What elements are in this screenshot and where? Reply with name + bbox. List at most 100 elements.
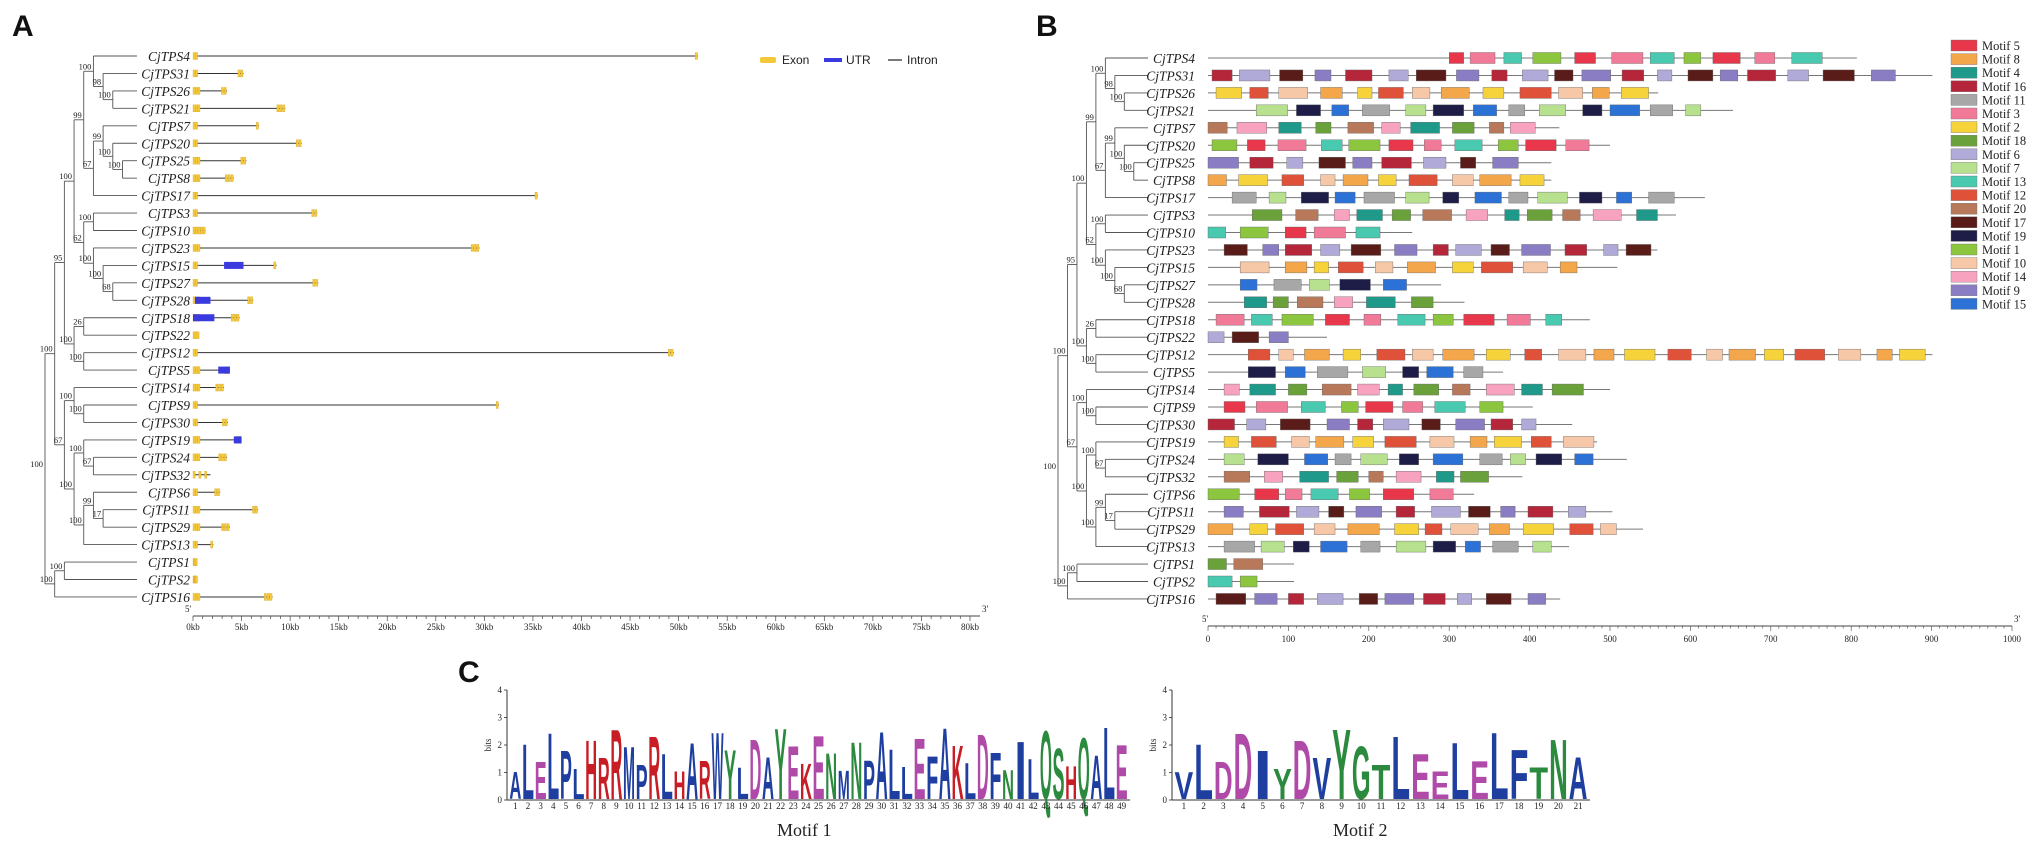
motif-box	[1551, 383, 1584, 396]
motif-box	[1355, 226, 1381, 239]
motif-box	[1207, 523, 1234, 535]
gene-label-b: CjTPS31	[1146, 68, 1195, 83]
motif-box	[1238, 174, 1268, 186]
exon-block	[279, 104, 283, 112]
gene-label-b: CjTPS24	[1146, 452, 1195, 467]
motif-box	[1280, 418, 1311, 431]
motif-legend-label: Motif 1	[1982, 243, 2020, 257]
motif-box	[1876, 348, 1893, 361]
motif-box	[1452, 261, 1474, 274]
motif-box	[1527, 593, 1546, 605]
exon-block	[195, 104, 198, 112]
motif-box	[1432, 540, 1456, 553]
aa-tick-label: 200	[1362, 634, 1376, 644]
motif1-position-label: 32	[902, 801, 911, 811]
motif1-logo-letter: F	[989, 739, 1001, 814]
a-bootstrap-value: 67	[83, 158, 92, 168]
motif1-position-label: 8	[601, 801, 606, 811]
motif-box	[1442, 348, 1475, 361]
gene-label-b: CjTPS8	[1153, 173, 1195, 188]
motif-1-logo-title: Motif 1	[777, 820, 832, 840]
motif-box	[1838, 348, 1862, 361]
exon-block	[314, 209, 317, 217]
motif1-logo-letter: K	[800, 753, 812, 810]
motif1-position-label: 40	[1003, 801, 1013, 811]
exon-block	[192, 261, 196, 270]
gene-label-a: CjTPS11	[142, 503, 190, 518]
exon-block	[195, 366, 198, 374]
exon-block	[252, 506, 255, 514]
kb-tick-label: 50kb	[670, 622, 689, 632]
exon-block	[221, 523, 224, 531]
exon-block	[192, 191, 196, 200]
motif2-logo-letter: T	[1529, 758, 1548, 809]
motif-box	[1363, 314, 1382, 326]
aa-tick-label: 300	[1442, 634, 1456, 644]
motif-box	[1207, 418, 1235, 431]
motif2-logo-letter: E	[1411, 740, 1430, 813]
motif-box	[1413, 383, 1439, 396]
gene-label-b: CjTPS32	[1146, 470, 1195, 485]
gene-label-b: CjTPS20	[1146, 138, 1195, 153]
motif-legend-swatch	[1950, 284, 1978, 296]
motif-box	[1485, 348, 1511, 361]
b-bootstrap-value: 100	[1110, 148, 1123, 158]
legend-utr-label: UTR	[846, 53, 871, 67]
motif-box	[1318, 156, 1346, 169]
motif-box	[1687, 69, 1714, 82]
exon-block	[192, 52, 196, 60]
motif-box	[1360, 540, 1381, 553]
motif1-logo-letter: D	[749, 722, 761, 818]
exon-block	[195, 575, 198, 584]
motif-box	[1791, 52, 1823, 64]
motif1-position-label: 43	[1041, 801, 1051, 811]
motif-box	[1482, 87, 1505, 99]
motif1-position-label: 46	[1079, 801, 1089, 811]
a-bootstrap-value: 100	[59, 391, 72, 401]
motif-box	[1463, 314, 1495, 326]
motif-box	[1301, 191, 1329, 204]
a-bootstrap-value: 100	[69, 443, 82, 453]
a-bootstrap-value: 100	[108, 159, 121, 169]
gene-label-a: CjTPS17	[141, 189, 191, 204]
motif-box	[1388, 139, 1414, 151]
motif-box	[1317, 593, 1344, 605]
motif1-logo-letter: Q	[1078, 719, 1090, 818]
motif-box	[1256, 104, 1288, 117]
motif-box	[1706, 348, 1723, 361]
exon-block	[192, 488, 196, 496]
exon-block	[247, 296, 250, 304]
motif2-logo-letter: Y	[1332, 709, 1351, 821]
gene-label-b: CjTPS10	[1146, 226, 1195, 241]
motif1-logo-letter: N	[850, 726, 862, 817]
motif-box	[1535, 453, 1562, 466]
motif-box	[1347, 122, 1374, 134]
exon-block	[315, 279, 318, 287]
motif1-position-label: 38	[978, 801, 988, 811]
motif1-position-label: 35	[940, 801, 950, 811]
motif-box	[1223, 453, 1245, 466]
exon-block	[210, 540, 213, 549]
a-bootstrap-value: 62	[73, 232, 82, 242]
motif-box	[1383, 488, 1415, 500]
motif-box	[1822, 69, 1855, 82]
motif2-position-label: 1	[1182, 801, 1187, 811]
motif-box	[1405, 191, 1430, 204]
gene-label-b: CjTPS21	[1146, 103, 1195, 118]
a-bootstrap-value: 95	[54, 253, 63, 263]
exon-block	[221, 87, 224, 95]
motif1-logo-letter: R	[699, 749, 711, 811]
axis-3prime-label: 3'	[982, 604, 989, 614]
motif-2-logo-title: Motif 2	[1333, 820, 1388, 840]
motif-legend-swatch	[1950, 53, 1978, 65]
motif1-position-label: 5	[564, 801, 569, 811]
exon-block	[192, 174, 196, 182]
motif-box	[1388, 69, 1409, 82]
motif-box	[1256, 401, 1288, 413]
exon-block	[243, 157, 246, 165]
motif-box	[1259, 506, 1290, 518]
a-bootstrap-value: 100	[79, 61, 92, 71]
kb-tick-label: 75kb	[912, 622, 931, 632]
motif1-position-label: 42	[1029, 801, 1038, 811]
motif-box	[1719, 69, 1739, 82]
